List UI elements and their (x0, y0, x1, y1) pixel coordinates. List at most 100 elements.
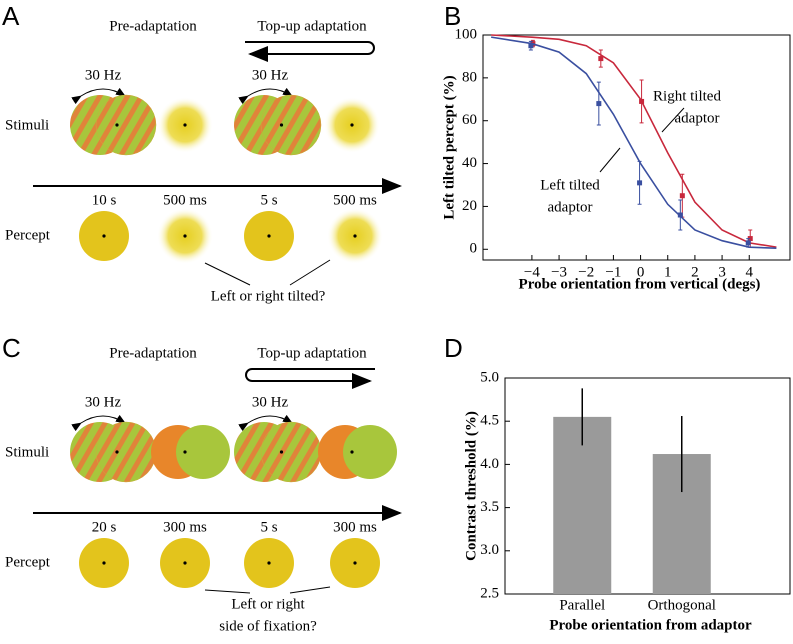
duration-label: 5 s (260, 192, 277, 208)
probe (176, 425, 230, 479)
rate-label: 30 Hz (85, 67, 122, 83)
flicker-arc (238, 87, 293, 105)
duration-label: 20 s (92, 519, 117, 535)
duration-label: 500 ms (163, 192, 207, 208)
bar (553, 416, 612, 594)
y-tick-label: 100 (455, 26, 478, 42)
pointer (204, 589, 251, 594)
annotation: Left tilted (540, 177, 600, 193)
question: Left or right (231, 596, 305, 612)
y-tick-label: 4.5 (480, 413, 499, 429)
y-tick-label: 80 (462, 69, 477, 85)
x-tick-label: −1 (605, 264, 621, 280)
point (637, 180, 643, 186)
y-axis-label: Left tilted percept (%) (441, 75, 457, 219)
fixation (353, 234, 357, 238)
loop-arrow (245, 41, 375, 62)
y-tick-label: 5.0 (480, 369, 499, 385)
adaptor (95, 94, 157, 156)
x-tick-label: −2 (578, 264, 594, 280)
question: side of fixation? (219, 618, 317, 634)
x-tick-label: 2 (691, 264, 699, 280)
adaptor (95, 421, 157, 483)
rate-label: 30 Hz (85, 394, 122, 410)
duration-label: 500 ms (333, 192, 377, 208)
diagram: Pre-adaptation Top-up adaptation 30 Hz 30 H… (5, 345, 402, 634)
adaptor (260, 94, 322, 156)
x-tick-label: 3 (718, 264, 726, 280)
flicker-arc (71, 414, 126, 432)
fixation (279, 123, 284, 127)
x-tick-label: −4 (524, 264, 540, 280)
row-label: Stimuli (5, 117, 49, 133)
fixation (350, 123, 354, 127)
fixation (115, 450, 119, 454)
annotation-pointer (599, 147, 621, 173)
duration-label: 300 ms (163, 519, 207, 535)
x-tick-label: 0 (637, 264, 645, 280)
x-tick-label: 1 (664, 264, 672, 280)
point (639, 98, 645, 104)
duration-label: 10 s (92, 192, 117, 208)
plot-frame (504, 377, 791, 595)
y-tick-label: 0 (470, 241, 478, 257)
diagram: Pre-adaptation Top-up adaptation 30 Hz 30 H… (5, 18, 402, 304)
flicker-arc (71, 87, 126, 105)
duration-label: 5 s (260, 519, 277, 535)
flicker-arc (238, 414, 293, 432)
fixation (279, 450, 284, 454)
panel-label: A (2, 1, 20, 31)
y-tick-label: 3.5 (480, 499, 499, 515)
fixation (183, 123, 187, 127)
x-tick-label: Parallel (559, 597, 605, 613)
pointer (204, 262, 251, 286)
annotation-pointer (661, 107, 685, 133)
x-tick-label: Orthogonal (648, 597, 716, 613)
diagrams: Pre-adaptation Top-up adaptation 30 Hz 30 H… (5, 18, 402, 634)
adaptor (260, 421, 322, 483)
probe (343, 425, 397, 479)
y-tick-label: 20 (462, 198, 477, 214)
x-tick-label: 4 (745, 264, 753, 280)
x-axis-label: Probe orientation from adaptor (549, 617, 752, 633)
phase-label: Pre-adaptation (109, 18, 197, 34)
row-label: Percept (5, 227, 51, 243)
annotation: Right tilted (653, 88, 721, 104)
phase-label: Top-up adaptation (257, 345, 367, 361)
point (596, 101, 602, 107)
y-axis-label: Contrast threshold (%) (463, 411, 479, 561)
point (598, 56, 604, 62)
y-tick-label: 2.5 (480, 585, 499, 601)
fit-curve (491, 34, 777, 248)
fixation (267, 234, 271, 238)
fit-curve (491, 36, 777, 250)
panel-label: D (444, 333, 463, 363)
fixation (353, 561, 357, 565)
fixation (267, 561, 271, 565)
y-tick-label: 3.0 (480, 542, 499, 558)
rate-label: 30 Hz (252, 67, 289, 83)
rate-label: 30 Hz (252, 394, 289, 410)
fixation (102, 561, 106, 565)
y-tick-label: 60 (462, 112, 477, 128)
phase-label: Top-up adaptation (257, 18, 367, 34)
fixation (115, 123, 119, 127)
phase-label: Pre-adaptation (109, 345, 197, 361)
point (679, 193, 685, 199)
fixation (183, 234, 187, 238)
y-tick-label: 40 (462, 155, 477, 171)
loop-arrow (245, 368, 375, 389)
annotation: adaptor (548, 199, 593, 215)
point (677, 212, 683, 218)
point (745, 240, 751, 246)
fixation (183, 450, 187, 454)
x-tick-label: −3 (551, 264, 567, 280)
duration-label: 300 ms (333, 519, 377, 535)
fixation (102, 234, 106, 238)
fixation (350, 450, 354, 454)
question: Left or right tilted? (211, 288, 326, 304)
fixation (183, 561, 187, 565)
pointer (289, 259, 331, 286)
